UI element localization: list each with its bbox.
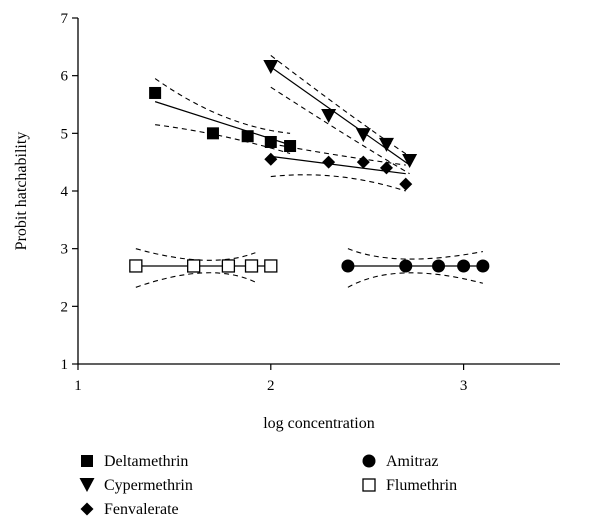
legend-item-fenvalerate: Fenvalerate	[80, 501, 179, 518]
y-tick-label: 3	[61, 242, 69, 258]
amitraz-data-point	[432, 259, 446, 273]
legend-label-cypermethrin: Cypermethrin	[104, 477, 193, 494]
data-points	[129, 60, 490, 273]
legend: Deltamethrin Cypermethrin Fenvalerate Am…	[79, 453, 457, 518]
cypermethrin-data-point	[263, 60, 279, 75]
cypermethrin-data-point	[355, 128, 371, 143]
x-tick-label: 2	[267, 378, 275, 394]
cypermethrin-ci-upper-line	[270, 55, 410, 157]
ticks: 1 2 3 4 5 6 7 1 2 3	[61, 11, 468, 394]
filled-triangle-down-icon	[79, 478, 95, 492]
legend-item-amitraz: Amitraz	[362, 453, 438, 470]
fenvalerate-data-point	[322, 155, 336, 169]
filled-square-icon	[81, 455, 93, 467]
flumethrin-data-point	[187, 259, 201, 273]
legend-item-deltamethrin: Deltamethrin	[81, 453, 188, 470]
regression-lines	[135, 66, 483, 267]
deltamethrin-data-point	[149, 86, 162, 99]
amitraz-data-point	[341, 259, 355, 273]
y-tick-label: 4	[61, 184, 69, 200]
amitraz-data-point	[476, 259, 490, 273]
deltamethrin-data-point	[206, 127, 219, 140]
x-axis-label: log concentration	[263, 415, 375, 432]
x-tick-label: 3	[460, 378, 468, 394]
legend-marker-shape	[80, 502, 94, 516]
flumethrin-data-point	[129, 259, 143, 273]
open-square-icon	[362, 478, 376, 492]
legend-marker-shape	[362, 454, 376, 468]
cypermethrin-data-point	[402, 154, 418, 169]
y-axis-label: Probit hatchability	[13, 132, 30, 251]
amitraz-ci-lower-line	[347, 272, 484, 288]
y-tick-label: 7	[61, 11, 69, 27]
fenvalerate-ci-lower-line	[270, 174, 406, 192]
deltamethrin-data-point	[264, 135, 277, 148]
legend-marker-shape	[81, 455, 93, 467]
amitraz-data-point	[457, 259, 471, 273]
cypermethrin-ci-lower-line	[270, 86, 410, 175]
confidence-bands	[135, 55, 484, 288]
legend-label-deltamethrin: Deltamethrin	[104, 453, 188, 470]
y-tick-label: 2	[61, 299, 69, 315]
fenvalerate-data-point	[356, 155, 370, 169]
fenvalerate-data-point	[379, 161, 393, 175]
flumethrin-ci-upper-line	[135, 248, 256, 261]
flumethrin-data-point	[221, 259, 236, 273]
cypermethrin-data-point	[321, 109, 337, 124]
filled-circle-icon	[362, 454, 376, 468]
deltamethrin-ci-upper-line	[154, 78, 291, 134]
fenvalerate-data-point	[399, 177, 413, 191]
filled-diamond-icon	[80, 502, 94, 516]
amitraz-data-point	[399, 259, 413, 273]
axes	[77, 18, 560, 365]
flumethrin-data-point	[264, 259, 278, 273]
legend-label-amitraz: Amitraz	[386, 453, 438, 470]
y-tick-label: 5	[61, 126, 69, 142]
legend-marker-shape	[362, 478, 376, 492]
cypermethrin-data-point	[378, 137, 394, 152]
x-tick-label: 1	[74, 378, 82, 394]
deltamethrin-data-point	[241, 130, 254, 143]
y-tick-label: 6	[61, 69, 69, 85]
fenvalerate-ci-upper-line	[270, 143, 406, 166]
y-tick-label: 1	[61, 357, 69, 373]
flumethrin-ci-lower-line	[135, 272, 256, 288]
deltamethrin-data-point	[284, 140, 297, 153]
legend-item-flumethrin: Flumethrin	[362, 477, 457, 494]
amitraz-ci-upper-line	[347, 248, 483, 260]
fenvalerate-data-point	[264, 152, 278, 166]
legend-marker-shape	[79, 478, 95, 492]
flumethrin-data-point	[244, 259, 259, 273]
legend-label-flumethrin: Flumethrin	[386, 477, 457, 494]
legend-item-cypermethrin: Cypermethrin	[79, 477, 193, 494]
legend-label-fenvalerate: Fenvalerate	[104, 501, 179, 518]
